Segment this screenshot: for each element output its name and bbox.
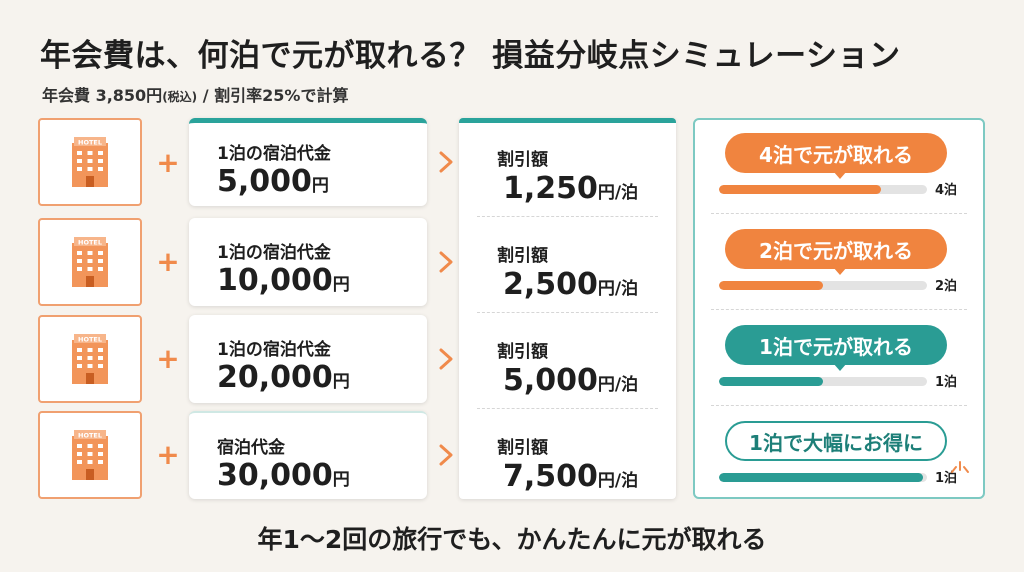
price-unit: 円	[332, 275, 350, 295]
plus-icon: +	[156, 245, 180, 278]
price-value: 30,000円	[217, 458, 427, 498]
hotel-sign-text: HOTEL	[78, 139, 102, 147]
nights-label: 4泊	[935, 183, 958, 198]
progress-fill	[719, 473, 923, 482]
subtitle-fee: 年会費 3,850円	[42, 86, 163, 105]
discount-amount: 1,250	[503, 171, 598, 206]
subtitle-rate: / 割引率25%で計算	[197, 86, 349, 105]
result-row-4: 1泊で大幅にお得に 1泊	[695, 408, 983, 501]
hotel-card-4: HOTEL	[38, 411, 142, 499]
hotel-sign-text: HOTEL	[78, 336, 102, 344]
price-card-4: 宿泊代金 30,000円	[189, 411, 427, 499]
bubble-tail	[833, 267, 847, 275]
nights-label: 1泊	[935, 471, 958, 486]
chevron-right-icon	[439, 151, 453, 173]
discount-panel: 割引額 1,250円/泊 割引額 2,500円/泊 割引額 5,000円/泊 割…	[459, 118, 676, 499]
chevron-right-icon	[439, 251, 453, 273]
discount-label: 割引額	[497, 246, 548, 266]
price-label: 1泊の宿泊代金	[217, 144, 331, 164]
page-subtitle: 年会費 3,850円(税込) / 割引率25%で計算	[42, 82, 348, 106]
nights-label: 1泊	[935, 375, 958, 390]
result-row-3: 1泊で元が取れる 1泊	[695, 312, 983, 405]
price-unit: 円	[332, 470, 350, 490]
result-bubble: 2泊で元が取れる	[725, 229, 947, 269]
result-bubble: 1泊で大幅にお得に	[725, 421, 947, 461]
price-unit: 円	[311, 176, 329, 196]
discount-row-1: 割引額 1,250円/泊	[459, 123, 676, 216]
bubble-tail	[833, 171, 847, 179]
hotel-sign-text: HOTEL	[78, 239, 102, 247]
sparkle-icon	[951, 461, 969, 473]
price-card-3: 1泊の宿泊代金 20,000円	[189, 315, 427, 403]
progress-track	[719, 473, 927, 482]
price-value: 5,000円	[217, 164, 427, 204]
discount-value: 7,500円/泊	[497, 458, 676, 500]
price-label: 1泊の宿泊代金	[217, 340, 331, 360]
price-value: 10,000円	[217, 263, 427, 303]
footer-message: 年1〜2回の旅行でも、かんたんに元が取れる	[257, 525, 767, 554]
discount-label: 割引額	[497, 342, 548, 362]
divider	[711, 309, 967, 310]
plus-icon: +	[156, 146, 180, 179]
result-row-1: 4泊で元が取れる 4泊	[695, 120, 983, 213]
progress-fill	[719, 185, 882, 194]
discount-value: 1,250円/泊	[497, 170, 676, 212]
discount-unit: 円/泊	[597, 471, 639, 491]
price-label: 宿泊代金	[217, 438, 285, 458]
divider	[711, 213, 967, 214]
result-panel: 4泊で元が取れる 4泊 2泊で元が取れる 2泊 1泊で元が取れる 1泊 1泊で大…	[693, 118, 985, 499]
progress-track	[719, 281, 927, 290]
price-amount: 20,000	[217, 360, 333, 395]
result-row-2: 2泊で元が取れる 2泊	[695, 216, 983, 309]
hotel-card-1: HOTEL	[38, 118, 142, 206]
discount-amount: 7,500	[503, 459, 598, 494]
price-value: 20,000円	[217, 360, 427, 400]
price-unit: 円	[332, 372, 350, 392]
price-card-2: 1泊の宿泊代金 10,000円	[189, 218, 427, 306]
bubble-tail	[833, 363, 847, 371]
divider	[711, 405, 967, 406]
price-amount: 10,000	[217, 263, 333, 298]
hotel-card-3: HOTEL	[38, 315, 142, 403]
discount-unit: 円/泊	[597, 279, 639, 299]
result-bubble: 1泊で元が取れる	[725, 325, 947, 365]
progress-fill	[719, 281, 823, 290]
hotel-building-icon: HOTEL	[72, 430, 108, 480]
progress-fill	[719, 377, 823, 386]
discount-row-3: 割引額 5,000円/泊	[459, 315, 676, 408]
hotel-building-icon: HOTEL	[72, 334, 108, 384]
discount-value: 5,000円/泊	[497, 362, 676, 404]
subtitle-tax-note: (税込)	[162, 90, 198, 104]
price-card-1: 1泊の宿泊代金 5,000円	[189, 118, 427, 206]
divider	[477, 408, 658, 409]
divider	[477, 216, 658, 217]
progress-track	[719, 377, 927, 386]
discount-row-4: 割引額 7,500円/泊	[459, 411, 676, 504]
nights-label: 2泊	[935, 279, 958, 294]
hotel-card-2: HOTEL	[38, 218, 142, 306]
discount-label: 割引額	[497, 438, 548, 458]
discount-amount: 2,500	[503, 267, 598, 302]
discount-label: 割引額	[497, 150, 548, 170]
plus-icon: +	[156, 342, 180, 375]
discount-row-2: 割引額 2,500円/泊	[459, 219, 676, 312]
divider	[477, 312, 658, 313]
hotel-building-icon: HOTEL	[72, 137, 108, 187]
page-title: 年会費は、何泊で元が取れる？ 損益分岐点シミュレーション	[40, 38, 901, 74]
chevron-right-icon	[439, 444, 453, 466]
price-label: 1泊の宿泊代金	[217, 243, 331, 263]
hotel-building-icon: HOTEL	[72, 237, 108, 287]
discount-unit: 円/泊	[597, 183, 639, 203]
price-amount: 5,000	[217, 164, 312, 199]
hotel-sign-text: HOTEL	[78, 432, 102, 440]
discount-value: 2,500円/泊	[497, 266, 676, 308]
chevron-right-icon	[439, 348, 453, 370]
price-amount: 30,000	[217, 458, 333, 493]
result-bubble: 4泊で元が取れる	[725, 133, 947, 173]
discount-amount: 5,000	[503, 363, 598, 398]
discount-unit: 円/泊	[597, 375, 639, 395]
plus-icon: +	[156, 438, 180, 471]
progress-track	[719, 185, 927, 194]
